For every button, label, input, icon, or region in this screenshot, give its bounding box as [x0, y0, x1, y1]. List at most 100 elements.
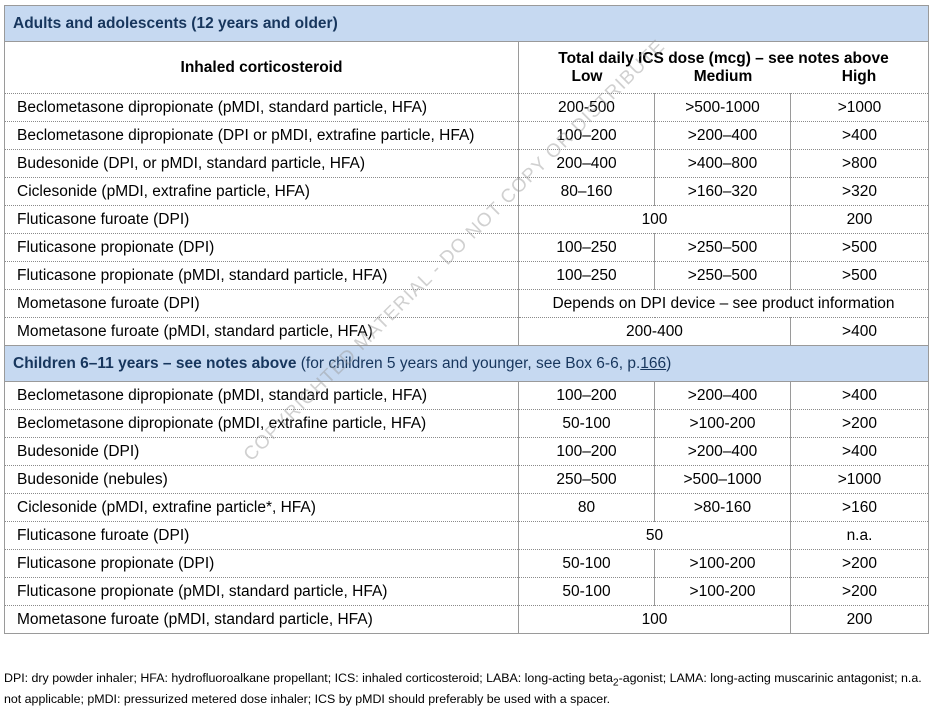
column-header-row: Inhaled corticosteroid Total daily ICS do…	[4, 41, 929, 94]
dose-cell: 200-500	[518, 93, 655, 122]
drug-name: Beclometasone dipropionate (pMDI, standa…	[4, 93, 519, 122]
drug-name: Beclometasone dipropionate (pMDI, standa…	[4, 381, 519, 410]
dose-cell: >500-1000	[654, 93, 791, 122]
dose-header-title: Total daily ICS dose (mcg) – see notes a…	[558, 49, 889, 67]
dose-cell: >400	[790, 121, 929, 150]
drug-name: Fluticasone propionate (pMDI, standard p…	[4, 261, 519, 290]
dose-cell: 50-100	[518, 409, 655, 438]
drug-row: Fluticasone propionate (pMDI, standard p…	[4, 261, 929, 290]
drug-row: Budesonide (DPI, or pMDI, standard parti…	[4, 149, 929, 178]
dose-cell: 100–200	[518, 121, 655, 150]
drug-row: Fluticasone furoate (DPI) 100 200	[4, 205, 929, 234]
drug-row: Ciclesonide (pMDI, extrafine particle*, …	[4, 493, 929, 522]
dose-cell: 200	[790, 605, 929, 634]
footnote: DPI: dry powder inhaler; HFA: hydrofluor…	[4, 670, 924, 708]
dose-cell: >200–400	[654, 437, 791, 466]
dose-cell: >250–500	[654, 261, 791, 290]
dose-cell: >160–320	[654, 177, 791, 206]
dose-cell: >800	[790, 149, 929, 178]
drug-header: Inhaled corticosteroid	[4, 41, 519, 94]
dose-cell: 50-100	[518, 577, 655, 606]
dose-cell: >400	[790, 317, 929, 346]
drug-name: Beclometasone dipropionate (pMDI, extraf…	[4, 409, 519, 438]
dose-cell: >400	[790, 381, 929, 410]
drug-name: Budesonide (DPI, or pMDI, standard parti…	[4, 149, 519, 178]
dose-cell: 100	[518, 205, 791, 234]
dose-cell: 200-400	[518, 317, 791, 346]
section-title: Children 6–11 years – see notes above	[13, 354, 297, 372]
dose-cell: 200	[790, 205, 929, 234]
dose-cell: >400–800	[654, 149, 791, 178]
dose-cell: >80-160	[654, 493, 791, 522]
drug-name: Ciclesonide (pMDI, extrafine particle*, …	[4, 493, 519, 522]
section-header-row: Children 6–11 years – see notes above (f…	[4, 345, 929, 382]
dose-cell: >500	[790, 233, 929, 262]
drug-name: Mometasone furoate (pMDI, standard parti…	[4, 605, 519, 634]
drug-row: Fluticasone propionate (pMDI, standard p…	[4, 577, 929, 606]
section-header: Children 6–11 years – see notes above (f…	[4, 345, 929, 382]
dose-cell: >160	[790, 493, 929, 522]
dose-cell: >200–400	[654, 381, 791, 410]
dose-cell: 50	[518, 521, 791, 550]
dose-level: High	[841, 67, 877, 85]
drug-row: Budesonide (DPI) 100–200 >200–400 >400	[4, 437, 929, 466]
dose-cell: >200	[790, 409, 929, 438]
dose-cell: 50-100	[518, 549, 655, 578]
drug-name: Budesonide (nebules)	[4, 465, 519, 494]
drug-row: Ciclesonide (pMDI, extrafine particle, H…	[4, 177, 929, 206]
dose-cell: >100-200	[654, 549, 791, 578]
dose-header: Total daily ICS dose (mcg) – see notes a…	[518, 41, 929, 94]
drug-name: Ciclesonide (pMDI, extrafine particle, H…	[4, 177, 519, 206]
footnote-text: -agonist; LAMA: long-acting muscarinic a…	[4, 671, 922, 707]
drug-row: Mometasone furoate (pMDI, standard parti…	[4, 605, 929, 634]
ics-dose-table: Adults and adolescents (12 years and old…	[4, 5, 929, 634]
drug-row: Fluticasone propionate (DPI) 50-100 >100-2…	[4, 549, 929, 578]
drug-row: Beclometasone dipropionate (pMDI, standa…	[4, 381, 929, 410]
drug-name: Fluticasone propionate (pMDI, standard p…	[4, 577, 519, 606]
drug-row: Beclometasone dipropionate (DPI or pMDI,…	[4, 121, 929, 150]
section-note: (for children 5 years and younger, see B…	[296, 354, 641, 372]
dose-cell: >200	[790, 577, 929, 606]
dose-cell: 80–160	[518, 177, 655, 206]
page-link[interactable]: 166	[640, 354, 667, 372]
drug-name: Fluticasone propionate (DPI)	[4, 549, 519, 578]
dose-cell: >320	[790, 177, 929, 206]
dose-cell: 100–200	[518, 437, 655, 466]
dose-cell: 100	[518, 605, 791, 634]
footnote-text: DPI: dry powder inhaler; HFA: hydrofluor…	[4, 671, 613, 685]
drug-row: Fluticasone furoate (DPI) 50 n.a.	[4, 521, 929, 550]
dose-level: Medium	[693, 67, 753, 85]
dose-cell: >500	[790, 261, 929, 290]
dose-cell: >500–1000	[654, 465, 791, 494]
drug-name: Budesonide (DPI)	[4, 437, 519, 466]
drug-name: Mometasone furoate (pMDI, standard parti…	[4, 317, 519, 346]
dose-cell: >200	[790, 549, 929, 578]
section-header: Adults and adolescents (12 years and old…	[4, 5, 929, 42]
drug-name: Fluticasone propionate (DPI)	[4, 233, 519, 262]
dose-cell: >400	[790, 437, 929, 466]
dose-cell: >100-200	[654, 409, 791, 438]
dose-level: Low	[571, 67, 603, 85]
dose-cell: Depends on DPI device – see product info…	[518, 289, 929, 318]
drug-name: Mometasone furoate (DPI)	[4, 289, 519, 318]
drug-row: Budesonide (nebules) 250–500 >500–1000 >100…	[4, 465, 929, 494]
dose-levels: Low Medium High	[519, 68, 928, 86]
drug-row: Mometasone furoate (pMDI, standard parti…	[4, 317, 929, 346]
drug-name: Beclometasone dipropionate (DPI or pMDI,…	[4, 121, 519, 150]
section-note: )	[666, 354, 672, 372]
dose-cell: 100–200	[518, 381, 655, 410]
dose-cell: n.a.	[790, 521, 929, 550]
drug-row: Beclometasone dipropionate (pMDI, standa…	[4, 93, 929, 122]
dose-cell: >200–400	[654, 121, 791, 150]
dose-cell: >250–500	[654, 233, 791, 262]
footnote-subscript: 2	[612, 677, 619, 689]
dose-cell: 80	[518, 493, 655, 522]
section-header-row: Adults and adolescents (12 years and old…	[4, 5, 929, 42]
dose-cell: >100-200	[654, 577, 791, 606]
drug-row: Fluticasone propionate (DPI) 100–250 >250–…	[4, 233, 929, 262]
dose-cell: 100–250	[518, 233, 655, 262]
dose-cell: >1000	[790, 93, 929, 122]
drug-name: Fluticasone furoate (DPI)	[4, 205, 519, 234]
drug-row: Beclometasone dipropionate (pMDI, extraf…	[4, 409, 929, 438]
